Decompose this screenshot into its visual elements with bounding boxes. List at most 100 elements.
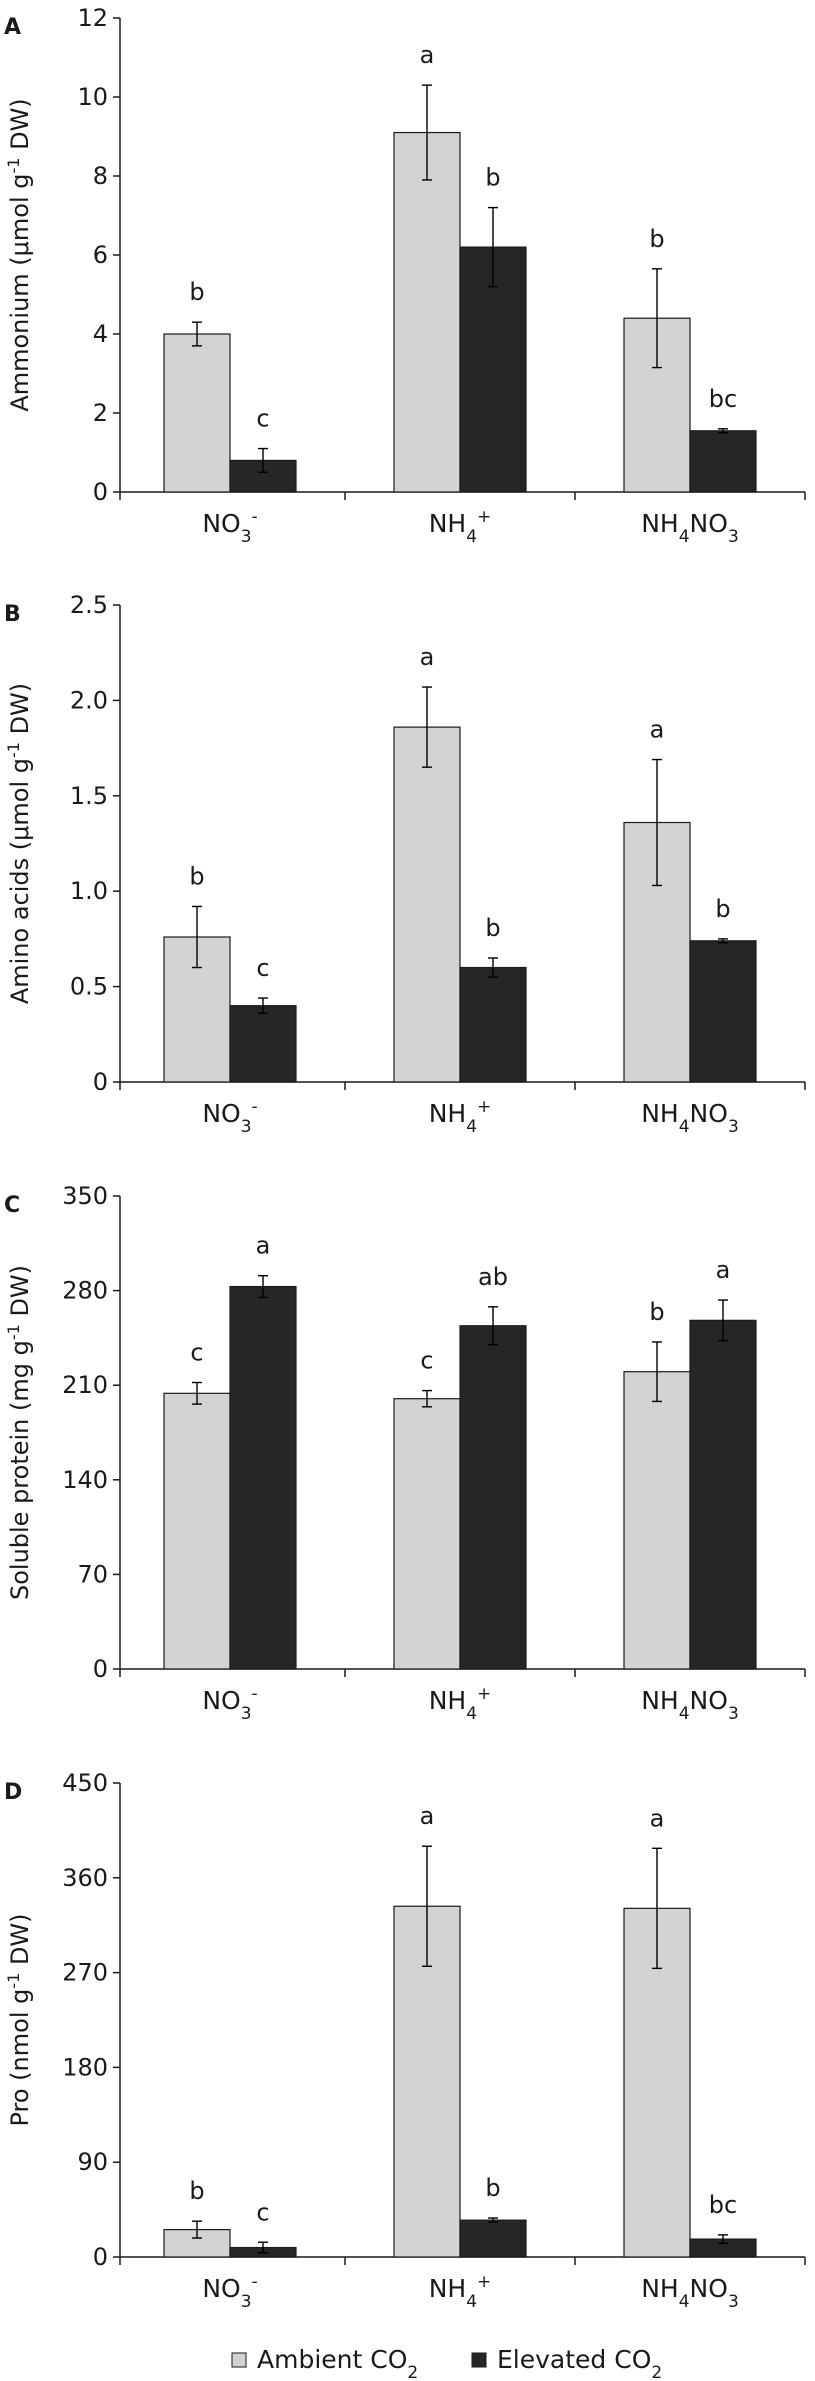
- label-sub-part: 4: [679, 2292, 690, 2312]
- label-part: Pro (nmol g: [6, 1989, 34, 2127]
- label-sub-part: 4: [466, 1117, 477, 1137]
- label-sup-part: -: [252, 507, 258, 527]
- significance-letter: c: [256, 2198, 269, 2226]
- bar-elevated-co2: [229, 1285, 297, 1670]
- label-part: Ambient CO: [257, 2345, 407, 2374]
- x-category-label: NO3-: [202, 1097, 257, 1137]
- label-sup-part: -1: [4, 1973, 23, 1989]
- label-sub-part: 4: [466, 527, 477, 547]
- y-tick-label: 0: [93, 1655, 108, 1683]
- significance-letter: bc: [709, 385, 737, 413]
- label-sub-part: 3: [241, 2292, 252, 2312]
- label-sub-part: 4: [466, 2292, 477, 2312]
- x-category-label: NH4+: [429, 2272, 492, 2312]
- label-sup-part: -1: [4, 158, 23, 174]
- label-sup-part: -: [252, 1097, 258, 1117]
- panel-letter: D: [4, 1780, 22, 1805]
- label-part: NH: [429, 509, 467, 538]
- significance-letter: a: [650, 1804, 665, 1832]
- label-sup-part: -1: [4, 742, 23, 758]
- label-sub-part: 3: [728, 527, 739, 547]
- y-tick-label: 1.5: [70, 782, 108, 810]
- label-sub-part: 2: [407, 2363, 418, 2381]
- bar-ambient-co2: [163, 1392, 231, 1670]
- legend: Ambient CO2 Elevated CO2: [231, 2345, 662, 2381]
- label-sub-part: 4: [679, 527, 690, 547]
- label-part: Amino acids (μmol g: [6, 758, 34, 1004]
- label-sup-part: +: [477, 1684, 491, 1704]
- label-part: NH: [429, 1686, 467, 1715]
- x-category-label: NH4+: [429, 1684, 492, 1724]
- label-sup-part: -1: [4, 1324, 23, 1340]
- y-tick-label: 0.5: [70, 973, 108, 1001]
- label-sup-part: -: [252, 1684, 258, 1704]
- bar-elevated-co2: [689, 1319, 757, 1670]
- y-tick-label: 280: [62, 1277, 108, 1305]
- bar-ambient-co2: [623, 1371, 691, 1670]
- label-part: NH: [429, 2274, 467, 2303]
- label-part: NO: [690, 1686, 728, 1715]
- bar-elevated-co2: [459, 2219, 527, 2258]
- label-sup-part: -: [252, 2272, 258, 2292]
- significance-letter: c: [420, 1347, 433, 1375]
- significance-letter: b: [189, 862, 204, 890]
- significance-letter: c: [256, 405, 269, 433]
- x-category-label: NH4+: [429, 507, 492, 547]
- significance-letter: b: [715, 895, 730, 923]
- y-tick-label: 8: [93, 162, 108, 190]
- panel-letter: B: [4, 602, 21, 627]
- legend-label-ambient: Ambient CO2: [257, 2345, 418, 2381]
- significance-letter: c: [190, 1338, 203, 1366]
- panel-c: C 0 70 140 210 280 350 Soluble protein (mg g-1 …: [4, 1182, 806, 1724]
- label-part: NO: [202, 1686, 240, 1715]
- bar-elevated-co2: [689, 940, 757, 1083]
- label-part: NH: [429, 1099, 467, 1128]
- y-tick-label: 70: [77, 1560, 108, 1588]
- label-sub-part: 3: [241, 527, 252, 547]
- bar-elevated-co2: [229, 1005, 297, 1083]
- label-sub-part: 4: [679, 1704, 690, 1724]
- bar-elevated-co2: [459, 246, 527, 493]
- label-part: NH: [641, 1099, 679, 1128]
- y-tick-label: 4: [93, 320, 108, 348]
- panel-b: B 0 0.5 1.0 1.5 2.0 2.5 Amino acids (μmol g-1 D…: [4, 591, 806, 1137]
- label-part: NH: [641, 1686, 679, 1715]
- label-part: DW): [6, 683, 34, 742]
- significance-letter: a: [256, 1232, 271, 1260]
- significance-letter: a: [420, 643, 435, 671]
- y-tick-label: 270: [62, 1959, 108, 1987]
- label-sub-part: 2: [651, 2363, 662, 2381]
- y-tick-label: 90: [77, 2148, 108, 2176]
- label-sub-part: 3: [241, 1117, 252, 1137]
- label-part: NO: [690, 1099, 728, 1128]
- label-part: Elevated CO: [497, 2345, 651, 2374]
- significance-letter: b: [485, 2174, 500, 2202]
- y-tick-label: 0: [93, 478, 108, 506]
- x-category-label: NH4NO3: [641, 509, 739, 547]
- x-category-label: NH4NO3: [641, 2274, 739, 2312]
- y-tick-label: 2: [93, 399, 108, 427]
- label-sup-part: +: [477, 1097, 491, 1117]
- y-tick-label: 10: [77, 83, 108, 111]
- significance-letter: a: [650, 716, 665, 744]
- x-category-label: NH4NO3: [641, 1686, 739, 1724]
- label-sup-part: +: [477, 2272, 491, 2292]
- significance-letter: a: [420, 1802, 435, 1830]
- significance-letter: b: [189, 2177, 204, 2205]
- y-tick-label: 1.0: [70, 877, 108, 905]
- label-sub-part: 3: [728, 2292, 739, 2312]
- x-category-label: NO3-: [202, 1684, 257, 1724]
- y-tick-label: 210: [62, 1371, 108, 1399]
- label-part: NO: [690, 2274, 728, 2303]
- label-part: Ammonium (μmol g: [6, 173, 34, 411]
- significance-letter: c: [256, 954, 269, 982]
- label-part: NO: [202, 2274, 240, 2303]
- label-part: NH: [641, 509, 679, 538]
- legend-swatch-ambient: [231, 2352, 247, 2368]
- x-category-label: NO3-: [202, 2272, 257, 2312]
- label-part: Soluble protein (mg g: [6, 1340, 34, 1600]
- y-tick-label: 0: [93, 1068, 108, 1096]
